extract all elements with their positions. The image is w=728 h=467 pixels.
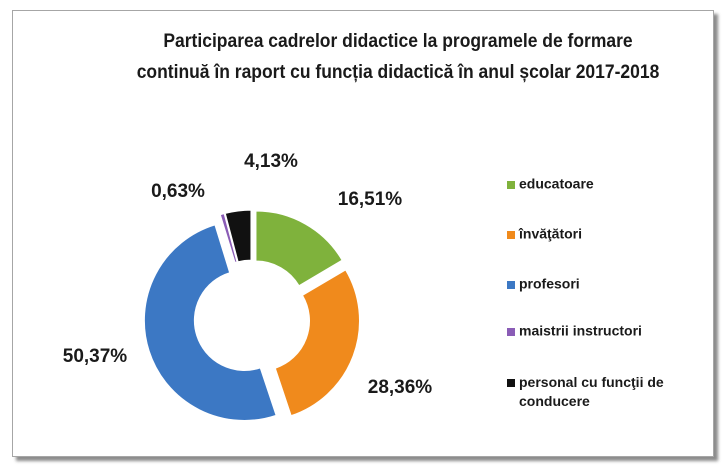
legend-label: maistrii instructori xyxy=(519,323,642,339)
data-label: 4,13% xyxy=(244,151,298,172)
legend-swatch xyxy=(507,328,515,336)
legend-swatch xyxy=(507,181,515,189)
donut-segment xyxy=(274,269,360,417)
donut-segment xyxy=(219,213,238,264)
data-label: 0,63% xyxy=(151,181,205,202)
legend-label: educatoare xyxy=(519,176,594,192)
legend-swatch xyxy=(507,379,515,387)
chart-title: Participarea cadrelor didactice la progr… xyxy=(136,31,660,83)
legend-swatch xyxy=(507,281,515,289)
legend-label: învăţători xyxy=(518,226,582,242)
donut-segment xyxy=(143,224,277,421)
donut-segment xyxy=(255,210,343,287)
data-label: 28,36% xyxy=(368,377,433,398)
data-label: 50,37% xyxy=(63,346,128,367)
legend-label: profesori xyxy=(519,276,580,292)
legend-line: personal cu funcţii de xyxy=(519,374,664,390)
data-label: 16,51% xyxy=(338,189,403,210)
donut-segment xyxy=(224,209,252,263)
legend-line: conducere xyxy=(519,393,590,409)
legend-label: personal cu funcţii de conducere xyxy=(519,374,664,409)
chart-frame xyxy=(12,10,714,457)
legend-swatch xyxy=(507,231,515,239)
